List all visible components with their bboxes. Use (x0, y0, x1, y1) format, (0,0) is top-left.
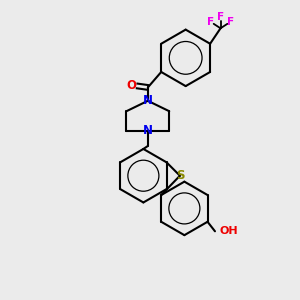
Text: OH: OH (219, 226, 238, 236)
Text: S: S (176, 169, 184, 182)
Text: O: O (127, 80, 136, 92)
Text: F: F (217, 12, 224, 22)
Text: F: F (207, 17, 214, 27)
Text: N: N (143, 94, 153, 107)
Text: F: F (227, 17, 235, 27)
Text: N: N (143, 124, 153, 137)
